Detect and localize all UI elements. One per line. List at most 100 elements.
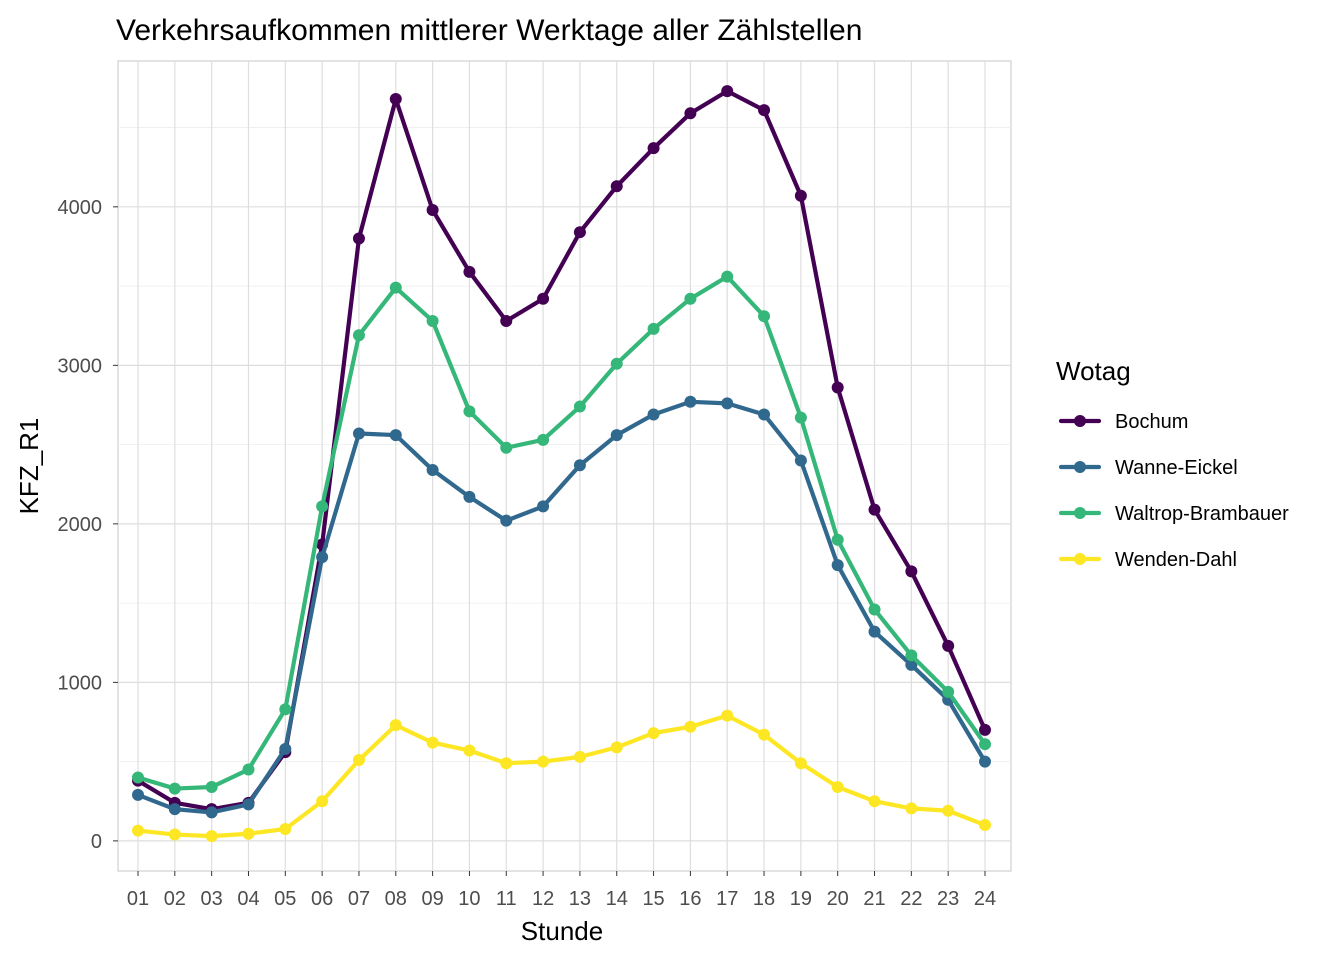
x-tick-label: 10 (458, 888, 480, 910)
data-point (500, 441, 513, 454)
y-tick-label: 0 (91, 831, 102, 853)
x-tick-label: 20 (827, 888, 849, 910)
legend: Wotag Bochum Wanne-Eickel Waltrop-Brambaue… (1056, 356, 1289, 571)
x-tick-label: 08 (385, 888, 407, 910)
data-point (426, 736, 439, 749)
data-point (279, 742, 292, 755)
data-point (463, 490, 476, 503)
data-point (205, 806, 218, 819)
data-point (758, 310, 771, 323)
series-bochum (132, 85, 991, 816)
x-tick-label: 09 (421, 888, 443, 910)
data-point (905, 802, 918, 815)
data-point (942, 685, 955, 698)
y-tick-label: 4000 (58, 197, 103, 219)
data-point (942, 804, 955, 817)
data-point (537, 433, 550, 446)
y-axis-ticks: 0 1000 2000 3000 4000 (58, 197, 118, 853)
data-point (831, 559, 844, 572)
series-wanne-eickel (132, 395, 991, 819)
x-tick-label: 17 (716, 888, 738, 910)
data-point (573, 459, 586, 472)
data-point (205, 830, 218, 843)
x-tick-label: 12 (532, 888, 554, 910)
data-point (721, 270, 734, 283)
legend-key-point (1074, 415, 1086, 427)
x-axis-title: Stunde (521, 916, 603, 946)
legend-item: Bochum (1058, 411, 1188, 433)
data-point (389, 429, 402, 442)
x-tick-label: 16 (679, 888, 701, 910)
data-point (463, 744, 476, 757)
panel-border (117, 60, 1012, 872)
data-point (868, 603, 881, 616)
data-point (352, 754, 365, 767)
legend-item: Wenden-Dahl (1058, 549, 1237, 571)
data-point (942, 639, 955, 652)
data-point (316, 551, 329, 564)
data-point (352, 232, 365, 245)
legend-key-point (1074, 507, 1086, 519)
data-point (647, 142, 660, 155)
data-point (758, 728, 771, 741)
data-point (905, 658, 918, 671)
legend-item: Waltrop-Brambauer (1058, 503, 1289, 525)
data-point (389, 93, 402, 106)
data-point (168, 782, 181, 795)
data-point (537, 500, 550, 513)
data-point (242, 827, 255, 840)
data-point (979, 723, 991, 736)
data-point (463, 265, 476, 278)
legend-key-point (1074, 553, 1086, 565)
data-point (132, 788, 144, 801)
legend-title: Wotag (1056, 356, 1131, 386)
data-point (684, 292, 697, 305)
data-point (316, 795, 329, 808)
data-point (279, 822, 292, 835)
data-point (758, 408, 771, 421)
y-axis-title: KFZ_R1 (14, 418, 44, 515)
x-tick-label: 04 (237, 888, 259, 910)
x-tick-label: 24 (974, 888, 996, 910)
data-point (573, 226, 586, 239)
data-point (684, 107, 697, 120)
x-tick-label: 03 (201, 888, 223, 910)
data-point (168, 803, 181, 816)
y-tick-label: 2000 (58, 514, 103, 536)
data-point (647, 727, 660, 740)
legend-item: Wanne-Eickel (1058, 457, 1238, 479)
x-tick-label: 22 (900, 888, 922, 910)
data-point (905, 649, 918, 662)
x-tick-label: 02 (164, 888, 186, 910)
x-tick-label: 14 (606, 888, 628, 910)
data-point (831, 381, 844, 394)
data-point (979, 755, 991, 768)
data-point (242, 798, 255, 811)
data-point (352, 329, 365, 342)
data-point (794, 757, 807, 770)
data-point (831, 780, 844, 793)
data-point (794, 454, 807, 467)
data-point (389, 719, 402, 732)
x-tick-label: 01 (127, 888, 149, 910)
data-point (684, 720, 697, 733)
x-tick-label: 18 (753, 888, 775, 910)
data-point (610, 357, 623, 370)
data-point (426, 314, 439, 327)
x-axis-ticks: 01 02 03 04 05 06 07 08 09 10 11 12 13 14 15 16 17 18 19 20… (127, 871, 996, 910)
data-point (500, 314, 513, 327)
y-tick-label: 1000 (58, 672, 103, 694)
data-point (500, 757, 513, 770)
data-point (610, 180, 623, 193)
legend-label: Wanne-Eickel (1115, 457, 1238, 479)
data-point (794, 189, 807, 202)
x-tick-label: 07 (348, 888, 370, 910)
data-point (831, 533, 844, 546)
series-line (135, 399, 988, 815)
series-wenden-dahl (132, 709, 991, 843)
data-point (610, 429, 623, 442)
y-tick-label: 3000 (58, 355, 103, 377)
data-point (721, 85, 734, 98)
data-point (205, 780, 218, 793)
